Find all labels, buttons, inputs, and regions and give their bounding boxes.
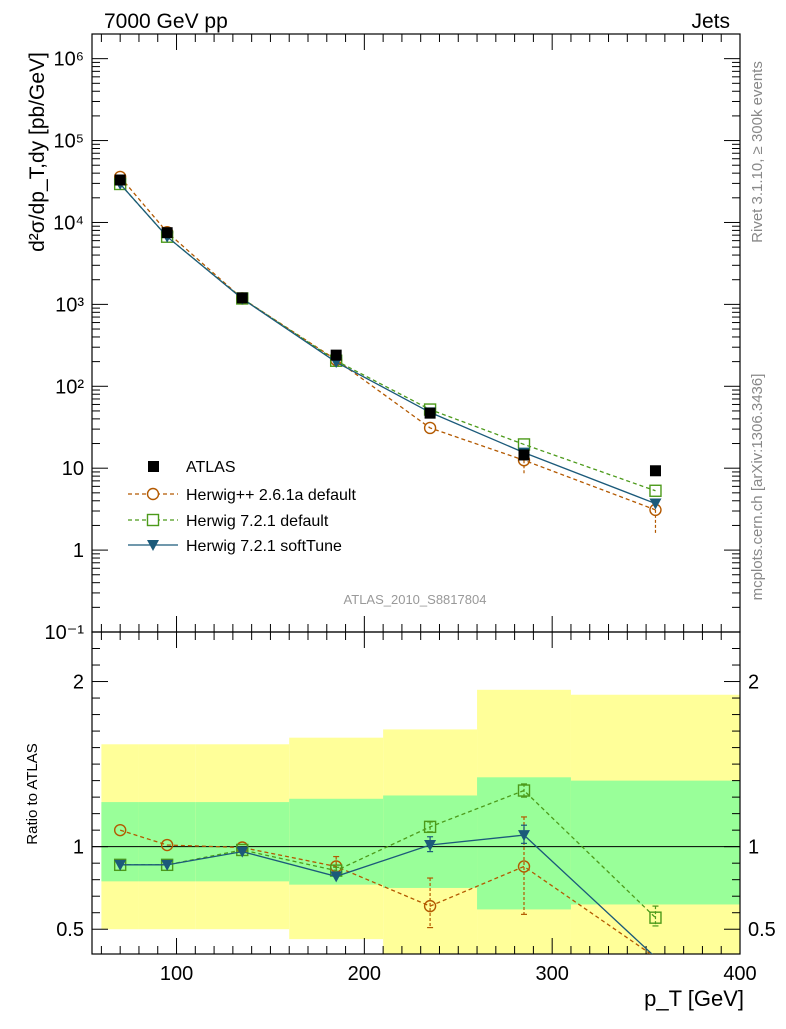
main-ytick-label-7: 10⁶ [54,49,84,71]
main-point-softtune-6 [649,498,662,510]
ratio-point-herwig721-4 [423,820,437,834]
ratio-uncertainty-bands [101,689,740,954]
x-axis-label: p_T [GeV] [644,986,744,1011]
ratio-series-group [113,783,662,954]
ratio-ytick-label-right-0: 0.5 [748,919,776,941]
main-point-atlas-0 [114,174,126,186]
x-tick-label-0: 100 [160,963,193,985]
main-y-axis-label: d²σ/dp_T,dy [pb/GeV] [26,52,49,252]
main-ytick-label-5: 10⁴ [53,212,84,234]
main-ytick-label-2: 10 [62,458,84,480]
ratio-point-herwigpp-5 [517,860,531,873]
legend-marker-herwigpp [146,487,160,501]
main-point-herwigpp-4 [423,421,437,435]
ratio-ytick-label-left-1: 1 [73,837,84,859]
legend-marker-softtune [147,540,159,551]
main-line-softtune [119,183,656,505]
main-point-atlas-5 [518,449,530,461]
legend-entry-atlas: ATLAS [148,459,236,476]
main-line-herwig721 [119,183,656,492]
legend-label-atlas: ATLAS [186,459,236,476]
legend-label-herwigpp: Herwig++ 2.6.1a default [186,487,356,504]
ratio-inner-band-6 [570,780,740,905]
main-ytick-label-0: 10⁻¹ [45,622,85,644]
legend: ATLAS Herwig++ 2.6.1a default Herwig 7.2… [128,459,356,555]
legend-entry-herwig721: Herwig 7.2.1 default [128,513,329,530]
main-point-atlas-4 [424,407,436,419]
legend-marker-atlas [148,461,159,472]
ratio-ytick-label-left-0: 0.5 [56,919,84,941]
legend-marker-herwig721 [146,513,160,527]
mcplots-reference-text: mcplots.cern.ch [arXiv:1306.3436] [749,374,766,601]
main-axis-ticks: 10⁻¹ 1 10 10² 10³ 10⁴ 10⁵ 10⁶ [45,33,741,644]
main-point-atlas-6 [649,465,661,477]
rivet-version-text: Rivet 3.1.10, ≥ 300k events [749,61,766,243]
main-series-group [113,170,662,534]
main-point-atlas-1 [161,227,173,239]
analysis-id-watermark: ATLAS_2010_S8817804 [344,592,487,607]
ratio-point-herwig721-5 [517,784,531,797]
ratio-point-herwigpp-1 [160,838,174,852]
ratio-ytick-label-left-2: 2 [73,672,84,694]
ratio-point-herwigpp-4 [423,899,437,913]
legend-entry-herwigpp: Herwig++ 2.6.1a default [128,487,356,504]
x-tick-label-1: 200 [348,963,381,985]
ratio-point-softtune-3 [330,871,343,883]
ratio-line-herwigpp [119,829,652,954]
legend-entry-softtune: Herwig 7.2.1 softTune [128,538,342,555]
main-ytick-label-6: 10⁵ [53,131,84,153]
ratio-ytick-label-right-2: 2 [748,672,759,694]
header-left-title: 7000 GeV pp [104,10,228,33]
ratio-axis-ticks: 0.5 0.5 1 1 2 2 100 200 300 400 [56,632,776,985]
main-point-atlas-2 [236,292,248,304]
ratio-y-axis-label: Ratio to ATLAS [24,743,41,844]
main-ytick-label-4: 10³ [55,294,84,316]
ratio-point-herwig721-6 [649,911,662,924]
ratio-point-softtune-2 [236,846,249,858]
ratio-point-softtune-5 [518,830,530,842]
ratio-panel-frame [91,631,741,955]
x-tick-label-3: 400 [723,963,756,985]
main-ytick-label-1: 1 [73,540,84,562]
header-right-title: Jets [691,10,730,33]
legend-label-herwig721: Herwig 7.2.1 default [186,513,329,530]
main-ytick-label-3: 10² [55,376,84,398]
main-point-herwig721-6 [649,484,662,497]
ratio-ytick-label-right-1: 1 [748,837,759,859]
ratio-point-herwigpp-0 [113,823,127,837]
ratio-point-softtune-0 [114,859,127,871]
main-point-atlas-3 [330,349,342,361]
legend-label-softtune: Herwig 7.2.1 softTune [186,538,342,555]
ratio-point-softtune-1 [161,859,174,871]
ratio-point-softtune-4 [424,840,437,852]
x-tick-label-2: 300 [535,963,568,985]
